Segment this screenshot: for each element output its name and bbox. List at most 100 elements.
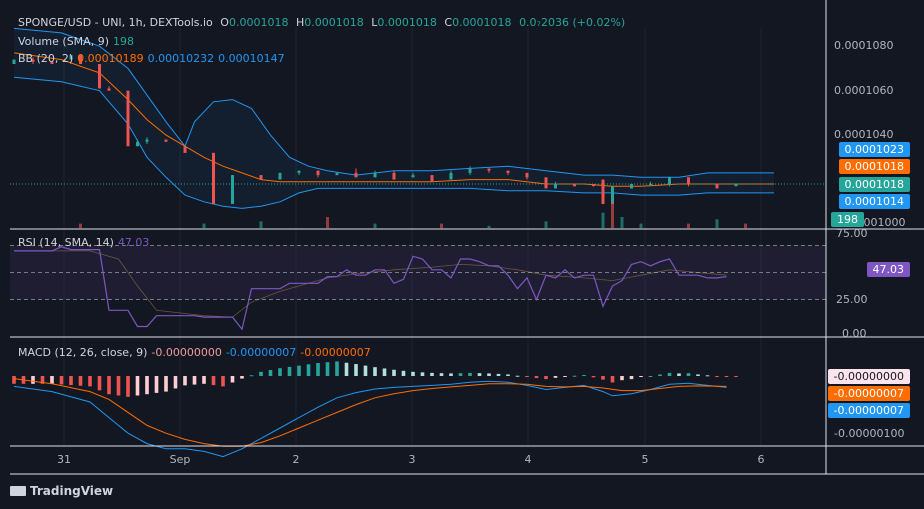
- macd-histogram-bar: [354, 364, 358, 376]
- macd-histogram-bar: [335, 361, 339, 376]
- rsi-ma-line: [14, 250, 727, 318]
- macd-histogram-bar: [306, 364, 311, 376]
- macd-histogram-bar: [344, 362, 349, 376]
- time-label: 4: [524, 453, 532, 466]
- macd-histogram-bar: [268, 370, 273, 376]
- macd-histogram-bar: [116, 376, 121, 396]
- macd-histogram-bar: [601, 376, 605, 380]
- candle-body: [335, 172, 339, 176]
- macd-histogram-bar: [363, 365, 368, 376]
- macd-histogram-bar: [154, 376, 159, 393]
- volume-bar: [544, 221, 548, 228]
- macd-histogram-bar: [382, 368, 387, 376]
- volume-legend[interactable]: Volume (SMA, 9) 198: [18, 35, 134, 48]
- macd-histogram-bar: [449, 373, 453, 376]
- candle-body: [392, 172, 396, 180]
- volume-bar: [601, 212, 605, 228]
- macd-histogram-bar: [705, 375, 710, 377]
- bb-basis-tag: 0.0001018: [838, 159, 910, 174]
- macd-histogram-bar: [145, 376, 149, 395]
- macd-histogram-bar: [591, 376, 596, 378]
- symbol-title[interactable]: SPONGE/USD - UNI, 1h, DEXTools.io: [18, 16, 213, 29]
- tradingview-logo[interactable]: TradingView: [10, 484, 113, 498]
- macd-histogram-bar: [667, 372, 672, 376]
- volume-bar: [373, 223, 377, 228]
- candle-body: [136, 141, 139, 147]
- macd-histogram-bar: [126, 376, 130, 397]
- macd-histogram-bar: [230, 376, 235, 383]
- macd-histogram-bar: [192, 376, 197, 385]
- rsi-tick: 75.00: [836, 227, 868, 240]
- macd-histogram-bar: [658, 374, 662, 376]
- volume-bar: [326, 217, 329, 228]
- macd-histogram-bar: [487, 373, 491, 376]
- candle-body: [98, 64, 101, 89]
- candle-body: [430, 175, 434, 182]
- open-value: 0.0001018: [228, 16, 289, 29]
- change-value: 0.0₇2036 (+0.02%): [519, 16, 626, 29]
- candle-body: [468, 168, 472, 173]
- candle-body: [734, 184, 738, 187]
- macd-histogram-bar: [496, 373, 501, 376]
- macd-histogram-bar: [515, 375, 520, 377]
- macd-histogram-bar: [373, 367, 377, 376]
- candle-body: [592, 184, 595, 187]
- candle-body: [573, 184, 576, 187]
- candle-body: [630, 184, 633, 189]
- macd-histogram-bar: [696, 374, 700, 376]
- macd-histogram-bar: [458, 373, 463, 376]
- candle-body: [126, 90, 130, 147]
- macd-histogram-bar: [648, 376, 653, 377]
- rsi-legend[interactable]: RSI (14, SMA, 14) 47.03: [18, 236, 150, 249]
- macd-histogram-bar: [677, 373, 681, 376]
- macd-histogram-bar: [240, 376, 244, 379]
- macd-histogram-bar: [173, 376, 178, 389]
- macd-histogram-bar: [401, 370, 406, 376]
- volume-bar: [715, 219, 719, 228]
- bb-lower-tag: 0.0001014: [838, 194, 910, 209]
- macd-histogram-bar: [734, 376, 738, 378]
- volume-bar: [687, 223, 690, 228]
- volume-bars: [79, 201, 747, 228]
- macd-histogram-bar: [629, 376, 634, 380]
- bb-legend[interactable]: BB (20, 2) 0.00010189 0.00010232 0.00010147: [18, 52, 285, 65]
- volume-bar: [79, 223, 82, 228]
- signal-line: [13, 378, 727, 447]
- macd-histogram-bar: [572, 375, 577, 377]
- macd-histogram-bar: [107, 376, 111, 395]
- volume-bar: [440, 223, 443, 228]
- candle-body: [145, 139, 149, 142]
- candle-body: [12, 59, 16, 64]
- macd-tick: -0.00000100: [834, 427, 905, 440]
- macd-legend[interactable]: MACD (12, 26, close, 9) -0.00000000 -0.000…: [18, 346, 371, 359]
- candle-body: [411, 175, 415, 178]
- macd-histogram-bar: [582, 374, 586, 376]
- bb-basis-line: [13, 52, 774, 187]
- macd-histogram-bar: [97, 376, 102, 391]
- macd-signal-tag: -0.00000007: [827, 386, 910, 401]
- volume-bar: [487, 225, 491, 228]
- pane-dividers: [10, 0, 924, 475]
- rsi-tick: 0.00: [842, 327, 867, 340]
- candle-body: [506, 170, 510, 173]
- macd-histogram-bar: [12, 376, 16, 384]
- macd-histogram-bar: [316, 363, 320, 376]
- macd-histogram-bar: [610, 376, 615, 383]
- high-value: 0.0001018: [304, 16, 364, 29]
- macd-histogram-bar: [553, 376, 558, 378]
- rsi-line: [14, 246, 727, 331]
- macd-histogram-bar: [420, 372, 425, 376]
- volume-bar: [620, 217, 624, 228]
- time-label: 5: [641, 453, 649, 466]
- candle-body: [544, 177, 548, 189]
- macd-histogram-bar: [183, 376, 187, 386]
- macd-histogram-bar: [135, 376, 140, 396]
- macd-histogram-bar: [686, 373, 691, 376]
- macd-histogram-bar: [50, 376, 54, 384]
- price-tick: 0.0001060: [834, 84, 894, 97]
- candle-body: [554, 184, 557, 189]
- macd-histogram-bar: [724, 376, 729, 378]
